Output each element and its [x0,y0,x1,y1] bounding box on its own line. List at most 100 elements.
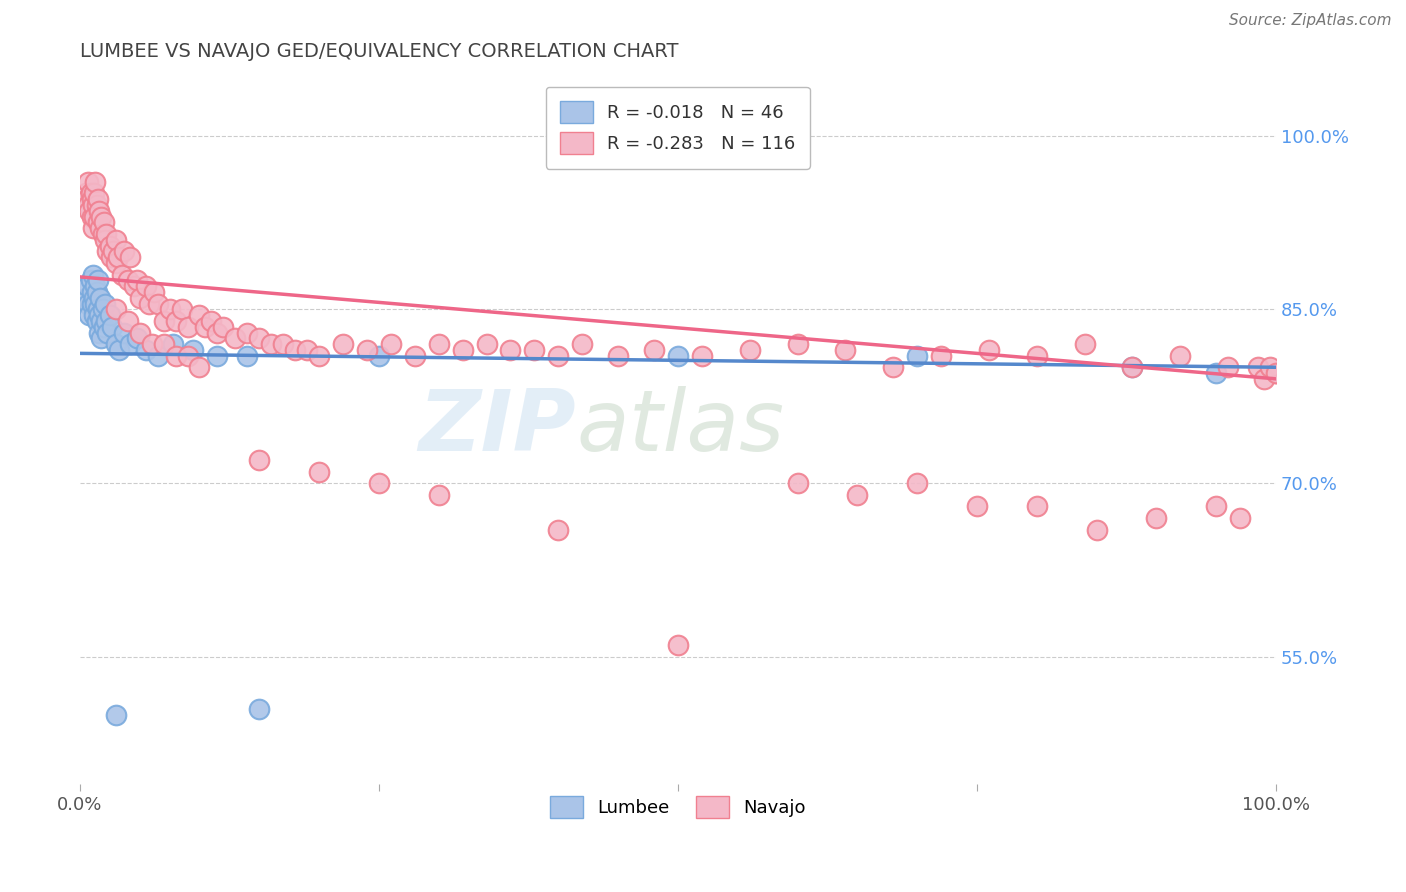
Point [1121,360,1143,375]
Point [295,343,318,357]
Point [89,291,111,305]
Point [284,343,307,357]
Point [260,337,283,351]
Point [738,343,761,357]
Point [120,250,142,264]
Point [643,343,665,357]
Point [82,221,104,235]
Point [905,349,928,363]
Point [91,302,114,317]
Point [146,296,169,310]
Point [108,343,131,357]
Point [117,314,139,328]
Point [224,331,246,345]
Point [89,221,111,235]
Point [367,476,389,491]
Point [165,314,187,328]
Point [236,349,259,363]
Point [87,273,110,287]
Point [76,279,98,293]
Point [100,250,122,264]
Point [571,337,593,351]
Point [87,302,110,317]
Point [786,337,808,351]
Point [523,343,546,357]
Point [122,279,145,293]
Point [176,349,198,363]
Point [83,186,105,201]
Point [96,244,118,259]
Point [834,343,856,357]
Point [451,343,474,357]
Point [786,476,808,491]
Point [905,476,928,491]
Point [236,326,259,340]
Point [94,296,117,310]
Point [1025,500,1047,514]
Point [84,175,107,189]
Point [77,296,100,310]
Point [207,326,229,340]
Point [141,337,163,351]
Point [846,488,869,502]
Point [127,273,149,287]
Point [170,302,193,317]
Point [308,349,330,363]
Point [79,186,101,201]
Point [112,326,135,340]
Point [87,203,110,218]
Point [82,268,104,282]
Point [666,349,689,363]
Point [547,523,569,537]
Point [76,192,98,206]
Point [1073,337,1095,351]
Point [247,331,270,345]
Point [247,453,270,467]
Point [128,291,150,305]
Point [194,319,217,334]
Point [1121,360,1143,375]
Point [90,314,112,328]
Point [94,233,117,247]
Point [91,227,114,241]
Point [75,291,97,305]
Point [93,319,115,334]
Point [367,349,389,363]
Point [212,319,235,334]
Point [96,227,118,241]
Text: LUMBEE VS NAVAJO GED/EQUIVALENCY CORRELATION CHART: LUMBEE VS NAVAJO GED/EQUIVALENCY CORRELA… [80,42,678,61]
Point [104,337,127,351]
Point [135,343,157,357]
Point [1205,366,1227,380]
Point [86,285,108,299]
Point [79,308,101,322]
Point [84,296,107,310]
Point [90,331,112,345]
Legend: Lumbee, Navajo: Lumbee, Navajo [543,789,813,825]
Point [117,273,139,287]
Point [104,256,127,270]
Point [82,198,104,212]
Point [332,337,354,351]
Point [96,314,118,328]
Point [308,465,330,479]
Point [1025,349,1047,363]
Point [90,210,112,224]
Point [86,198,108,212]
Point [1229,511,1251,525]
Point [152,314,174,328]
Point [96,326,118,340]
Point [247,702,270,716]
Point [104,707,127,722]
Point [79,273,101,287]
Point [75,186,97,201]
Point [1253,372,1275,386]
Point [87,308,110,322]
Point [404,349,426,363]
Point [80,296,103,310]
Point [200,314,222,328]
Point [107,250,129,264]
Point [882,360,904,375]
Point [966,500,988,514]
Point [112,244,135,259]
